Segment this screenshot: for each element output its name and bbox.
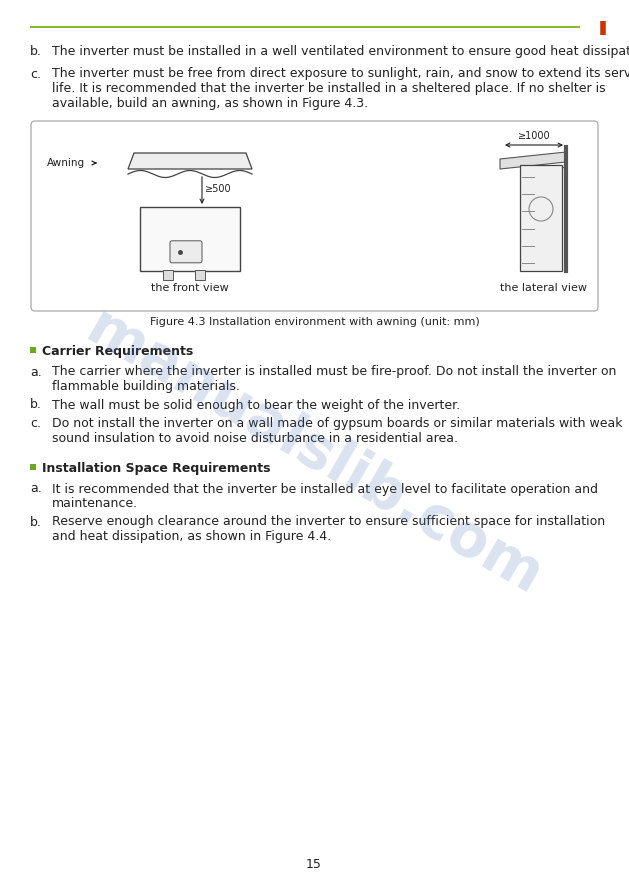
Text: ≥500: ≥500 xyxy=(205,183,231,194)
Text: Installation Space Requirements: Installation Space Requirements xyxy=(42,462,270,475)
Text: The inverter must be free from direct exposure to sunlight, rain, and snow to ex: The inverter must be free from direct ex… xyxy=(52,68,629,80)
Text: a.: a. xyxy=(30,365,42,379)
Polygon shape xyxy=(500,152,566,169)
Text: the front view: the front view xyxy=(151,283,229,293)
Text: manualslib.com: manualslib.com xyxy=(76,299,552,607)
Text: the lateral view: the lateral view xyxy=(499,283,586,293)
Text: The wall must be solid enough to bear the weight of the inverter.: The wall must be solid enough to bear th… xyxy=(52,398,460,412)
Bar xyxy=(140,207,240,271)
Polygon shape xyxy=(128,153,252,169)
Text: Do not install the inverter on a wall made of gypsum boards or similar materials: Do not install the inverter on a wall ma… xyxy=(52,417,623,430)
Text: Awning: Awning xyxy=(47,158,85,168)
Text: b.: b. xyxy=(30,45,42,58)
Text: c.: c. xyxy=(30,417,41,430)
Text: and heat dissipation, as shown in Figure 4.4.: and heat dissipation, as shown in Figure… xyxy=(52,530,331,543)
Text: a.: a. xyxy=(30,482,42,496)
Text: ≥1000: ≥1000 xyxy=(518,131,550,141)
Text: Carrier Requirements: Carrier Requirements xyxy=(42,345,193,358)
Bar xyxy=(520,165,562,271)
Text: available, build an awning, as shown in Figure 4.3.: available, build an awning, as shown in … xyxy=(52,96,368,110)
Text: life. It is recommended that the inverter be installed in a sheltered place. If : life. It is recommended that the inverte… xyxy=(52,82,606,95)
Text: The carrier where the inverter is installed must be fire-proof. Do not install t: The carrier where the inverter is instal… xyxy=(52,365,616,379)
Text: b.: b. xyxy=(30,398,42,412)
Text: It is recommended that the inverter be installed at eye level to facilitate oper: It is recommended that the inverter be i… xyxy=(52,482,598,496)
Text: b.: b. xyxy=(30,515,42,529)
FancyBboxPatch shape xyxy=(31,121,598,311)
Text: 15: 15 xyxy=(306,858,322,871)
Text: Figure 4.3 Installation environment with awning (unit: mm): Figure 4.3 Installation environment with… xyxy=(150,317,479,327)
Text: maintenance.: maintenance. xyxy=(52,497,138,510)
Text: The inverter must be installed in a well ventilated environment to ensure good h: The inverter must be installed in a well… xyxy=(52,45,629,58)
Text: c.: c. xyxy=(30,68,41,80)
Text: Reserve enough clearance around the inverter to ensure sufficient space for inst: Reserve enough clearance around the inve… xyxy=(52,515,605,529)
Bar xyxy=(195,270,205,280)
FancyBboxPatch shape xyxy=(170,241,202,263)
Text: flammable building materials.: flammable building materials. xyxy=(52,380,240,393)
Bar xyxy=(163,270,173,280)
Text: sound insulation to avoid noise disturbance in a residential area.: sound insulation to avoid noise disturba… xyxy=(52,431,458,445)
